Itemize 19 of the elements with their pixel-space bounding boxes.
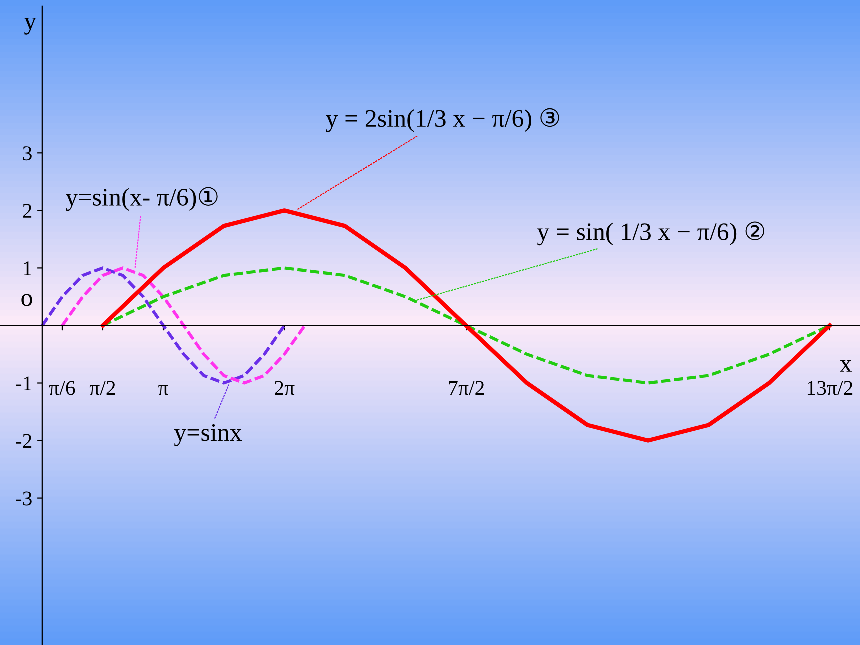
y-tick-label: -1 [16,376,32,390]
x-tick-label: 13π/2 [808,381,853,396]
annotation: y = 2sin(1/3 x − π/6) ③ [326,108,560,132]
annotation: y=sinx [174,424,242,446]
annotation: y = sin( 1/3 x − π/6) ② [537,222,764,246]
x-tick-label: π [158,385,168,396]
x-tick-label: 2π [275,381,295,396]
y-tick-label: 2 [23,204,32,218]
annotation: o [22,294,32,306]
x-tick-label: 7π/2 [449,381,484,396]
y-tick-label: -2 [16,434,32,448]
x-tick-label: π/6 [49,381,76,396]
x-tick-label: π/2 [90,381,116,396]
y-tick-label: 3 [23,146,32,161]
y-tick-label: -3 [16,492,32,506]
y-tick-label: 1 [24,262,32,276]
annotation: y=sin(x- π/6)① [66,187,218,212]
y-axis-title: y [24,18,37,35]
x-axis-title: x [840,360,852,372]
